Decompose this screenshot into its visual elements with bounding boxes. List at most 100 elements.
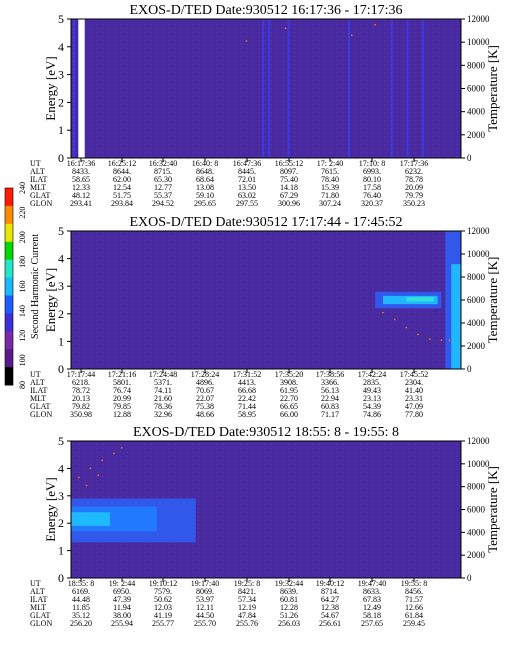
orbit-value: 4413. — [238, 378, 256, 387]
orbit-row-label: ALT — [30, 378, 45, 387]
orbit-row-label: MLT — [30, 183, 46, 192]
orbit-value: 2835. — [363, 378, 381, 387]
orbit-value: 47.09 — [405, 402, 423, 411]
colorbar-tick-label: 220 — [18, 207, 27, 219]
orbit-value: 41.19 — [154, 611, 172, 620]
orbit-value: 72.01 — [238, 175, 256, 184]
orbit-value: 22.94 — [321, 394, 339, 403]
colorbar-tick-label: 240 — [18, 182, 27, 194]
temperature-point — [350, 34, 353, 37]
orbit-value: 17.58 — [363, 183, 381, 192]
orbit-value: 22.07 — [196, 394, 214, 403]
energy-axis-label: Energy [eV] — [43, 477, 58, 541]
spectrogram-panel-3: EXOS-D/TED Date:930512 18:55: 8 - 19:55:… — [30, 425, 500, 628]
orbit-value: 8714. — [321, 587, 339, 596]
orbit-value: 79.82 — [72, 402, 90, 411]
energy-tick-label: 0 — [58, 571, 64, 585]
temperature-tick-label: 0 — [467, 153, 472, 163]
colorbar-tick-label: 140 — [18, 305, 27, 317]
panel-title: EXOS-D/TED Date:930512 16:17:36 - 17:17:… — [130, 3, 403, 18]
orbit-value: 12.49 — [363, 603, 381, 612]
spectrogram-texture — [71, 19, 461, 158]
energy-axis-label: Energy [eV] — [43, 56, 58, 120]
temperature-axis-label: Temperature [K] — [485, 257, 500, 344]
orbit-value: 71.44 — [238, 402, 256, 411]
colorbar-tick-label: 120 — [18, 330, 27, 342]
temperature-point — [448, 339, 451, 342]
temperature-tick-label: 0 — [467, 573, 472, 583]
temperature-tick-label: 8000 — [467, 482, 486, 492]
orbit-value: 307.24 — [319, 199, 341, 208]
orbit-value: 19: 2:44 — [109, 579, 135, 588]
orbit-value: 77.80 — [405, 410, 423, 419]
orbit-value: 71.80 — [321, 191, 339, 200]
orbit-value: 58.95 — [238, 410, 256, 419]
colorbar-swatch — [5, 205, 13, 225]
orbit-row-label: GLON — [30, 619, 52, 628]
orbit-value: 20.13 — [72, 394, 90, 403]
orbit-value: 16:32:40 — [149, 159, 177, 168]
temperature-tick-label: 6000 — [467, 505, 486, 515]
orbit-value: 67.29 — [280, 191, 298, 200]
orbit-value: 8633. — [363, 587, 381, 596]
orbit-value: 20.99 — [113, 394, 131, 403]
colorbar-swatch — [5, 313, 13, 332]
orbit-value: 17:42:24 — [358, 370, 386, 379]
orbit-value: 17:10: 8 — [359, 159, 385, 168]
orbit-value: 74.11 — [154, 386, 172, 395]
data-gap-0 — [78, 19, 83, 158]
orbit-value: 58.18 — [363, 611, 381, 620]
data-gap-1 — [80, 19, 85, 158]
orbit-value: 350.23 — [403, 199, 425, 208]
orbit-value: 256.61 — [319, 619, 341, 628]
orbit-value: 78.40 — [321, 175, 339, 184]
orbit-value: 44.48 — [72, 595, 90, 604]
orbit-value: 13.08 — [196, 183, 214, 192]
colorbar-tick-label: 180 — [18, 256, 27, 268]
temperature-tick-label: 4000 — [467, 527, 486, 537]
temperature-point — [245, 40, 248, 42]
orbit-value: 12.66 — [405, 603, 423, 612]
energy-tick-label: 2 — [58, 95, 64, 109]
orbit-value: 67.83 — [363, 595, 381, 604]
orbit-value: 17:31:52 — [233, 370, 261, 379]
orbit-value: 51.26 — [280, 611, 298, 620]
energy-tick-label: 1 — [58, 544, 64, 558]
orbit-value: 54.67 — [321, 611, 339, 620]
orbit-value: 17:45:52 — [400, 370, 428, 379]
orbit-value: 48.12 — [72, 191, 90, 200]
temperature-tick-label: 2000 — [467, 550, 486, 560]
orbit-value: 16:25:12 — [108, 159, 136, 168]
orbit-value: 74.86 — [363, 410, 381, 419]
orbit-value: 62.00 — [113, 175, 131, 184]
orbit-value: 294.52 — [152, 199, 174, 208]
orbit-value: 19:40:12 — [316, 579, 344, 588]
temperature-axis-label: Temperature [K] — [485, 45, 500, 132]
orbit-value: 293.84 — [111, 199, 133, 208]
orbit-value: 79.85 — [113, 402, 131, 411]
orbit-value: 12.88 — [113, 410, 131, 419]
orbit-value: 8639. — [280, 587, 298, 596]
orbit-value: 60.81 — [280, 595, 298, 604]
orbit-value: 2304. — [405, 378, 423, 387]
orbit-value: 19:17:40 — [191, 579, 219, 588]
energy-tick-label: 3 — [58, 68, 64, 82]
colorbar-swatch — [5, 295, 13, 314]
orbit-row-label: ALT — [30, 167, 45, 176]
orbit-value: 53.97 — [196, 595, 214, 604]
orbit-value: 255.94 — [111, 619, 133, 628]
orbit-row-label: ALT — [30, 587, 45, 596]
orbit-value: 6169. — [72, 587, 90, 596]
orbit-value: 35.12 — [72, 611, 90, 620]
orbit-value: 293.41 — [70, 199, 92, 208]
orbit-value: 3908. — [280, 378, 298, 387]
orbit-value: 18:55: 8 — [68, 579, 94, 588]
orbit-value: 12.77 — [154, 183, 172, 192]
temperature-axis-label: Temperature [K] — [485, 466, 500, 553]
energy-tick-label: 5 — [58, 434, 64, 448]
orbit-value: 60.83 — [321, 402, 339, 411]
orbit-value: 4896. — [196, 378, 214, 387]
colorbar-swatch — [5, 241, 13, 261]
temperature-point — [374, 23, 377, 26]
